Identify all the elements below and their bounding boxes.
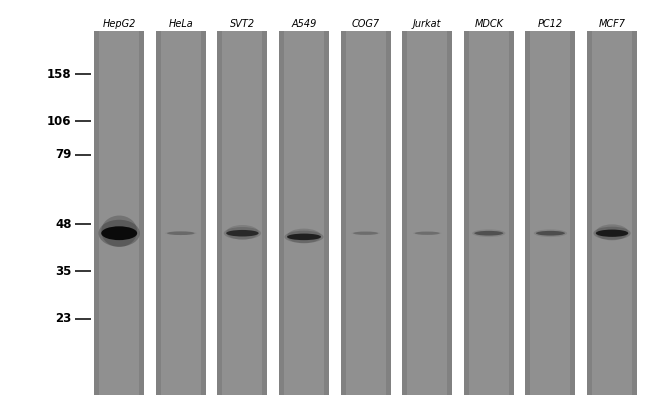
Ellipse shape: [353, 232, 378, 235]
Ellipse shape: [99, 220, 140, 247]
Bar: [218, 31, 222, 395]
Bar: [156, 31, 161, 395]
Ellipse shape: [472, 229, 506, 237]
Bar: [464, 31, 514, 395]
Bar: [139, 31, 144, 395]
Bar: [279, 31, 284, 395]
Bar: [385, 31, 391, 395]
Bar: [206, 31, 218, 395]
Ellipse shape: [165, 231, 196, 235]
Text: 106: 106: [47, 115, 72, 128]
Bar: [575, 31, 587, 395]
Bar: [587, 31, 592, 395]
Bar: [341, 31, 346, 395]
Ellipse shape: [226, 225, 259, 240]
Bar: [144, 31, 156, 395]
Ellipse shape: [351, 232, 380, 235]
Text: PC12: PC12: [538, 19, 563, 29]
Ellipse shape: [474, 231, 503, 235]
Bar: [263, 31, 267, 395]
Bar: [464, 31, 469, 395]
Bar: [514, 31, 525, 395]
Ellipse shape: [287, 229, 321, 243]
Ellipse shape: [536, 231, 565, 235]
Bar: [341, 31, 391, 395]
Ellipse shape: [285, 230, 324, 243]
Ellipse shape: [226, 230, 259, 236]
Ellipse shape: [593, 227, 630, 240]
Ellipse shape: [413, 232, 441, 235]
Bar: [94, 31, 144, 395]
Bar: [279, 31, 329, 395]
Ellipse shape: [101, 226, 137, 240]
Bar: [447, 31, 452, 395]
Bar: [218, 31, 267, 395]
Text: COG7: COG7: [352, 19, 380, 29]
Text: HeLa: HeLa: [168, 19, 193, 29]
Ellipse shape: [167, 231, 194, 235]
Text: 158: 158: [47, 68, 72, 81]
Ellipse shape: [534, 229, 567, 237]
Bar: [402, 31, 408, 395]
Ellipse shape: [415, 232, 439, 235]
Bar: [571, 31, 575, 395]
Bar: [632, 31, 637, 395]
Ellipse shape: [596, 230, 629, 237]
Bar: [324, 31, 329, 395]
Ellipse shape: [224, 227, 261, 239]
Bar: [267, 31, 279, 395]
Bar: [509, 31, 514, 395]
Bar: [94, 31, 99, 395]
Text: 23: 23: [55, 312, 72, 325]
Bar: [201, 31, 206, 395]
Ellipse shape: [596, 224, 629, 240]
Text: Jurkat: Jurkat: [413, 19, 441, 29]
Text: A549: A549: [291, 19, 317, 29]
Bar: [156, 31, 206, 395]
Ellipse shape: [287, 233, 321, 240]
Bar: [329, 31, 341, 395]
Text: MDCK: MDCK: [474, 19, 503, 29]
Bar: [525, 31, 575, 395]
Text: HepG2: HepG2: [103, 19, 136, 29]
Ellipse shape: [101, 215, 137, 247]
Bar: [525, 31, 530, 395]
Text: 35: 35: [55, 265, 72, 278]
Text: SVT2: SVT2: [230, 19, 255, 29]
Bar: [587, 31, 637, 395]
Text: 79: 79: [55, 149, 72, 161]
Bar: [452, 31, 464, 395]
Text: MCF7: MCF7: [599, 19, 625, 29]
Bar: [402, 31, 452, 395]
Bar: [391, 31, 402, 395]
Text: 48: 48: [55, 218, 72, 230]
